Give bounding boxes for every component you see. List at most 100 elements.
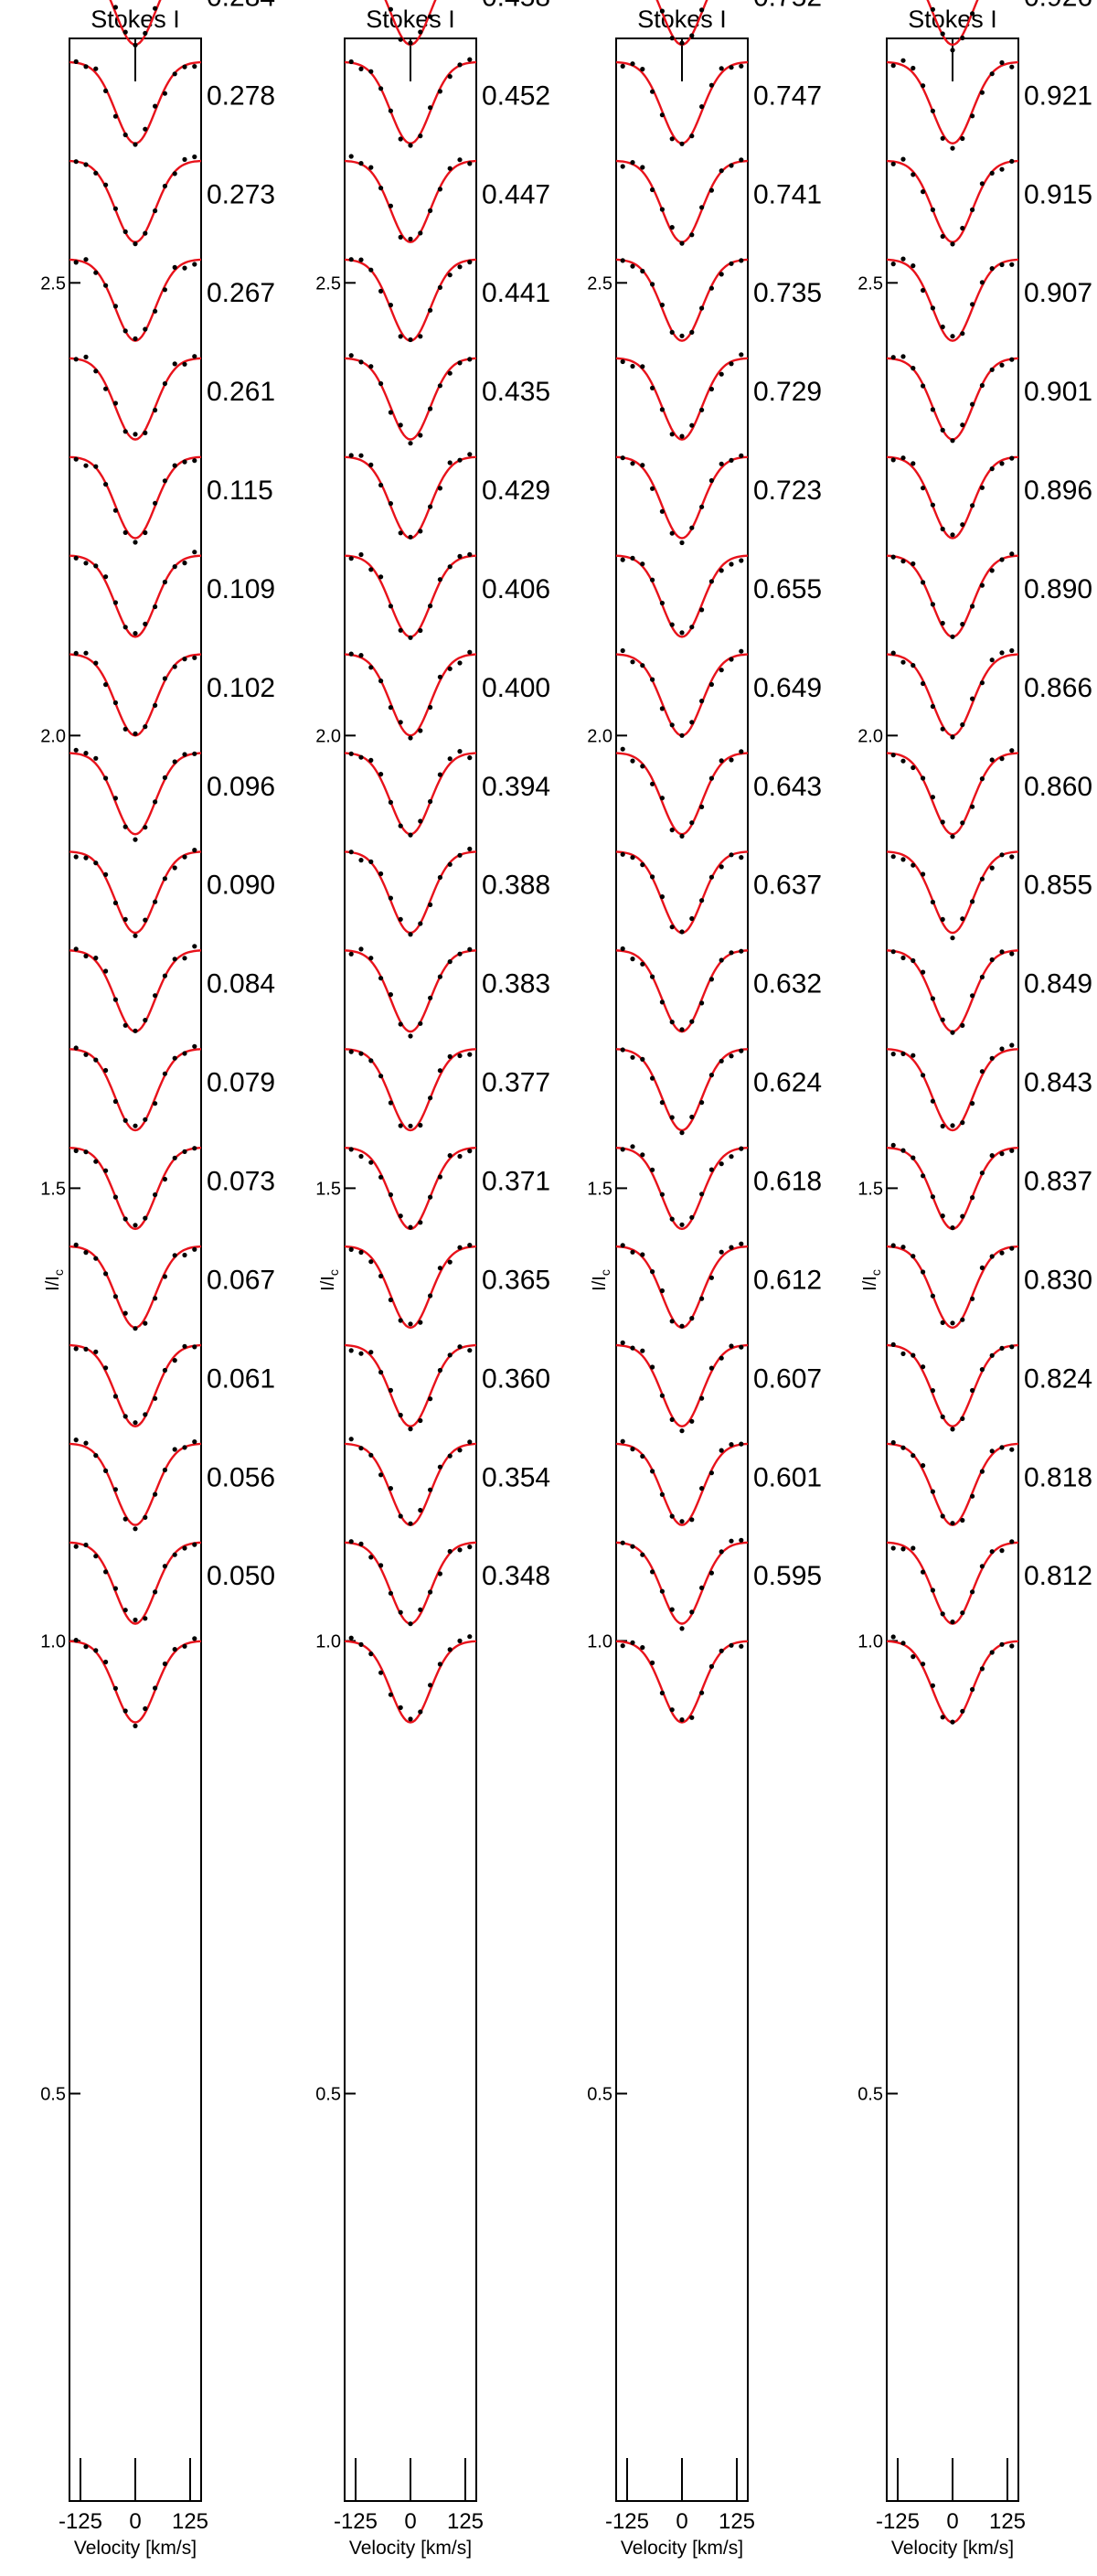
model-profile (69, 1541, 202, 1625)
observed-point (408, 1427, 413, 1432)
observed-point (122, 625, 128, 630)
observed-point (192, 1146, 197, 1151)
model-profile (615, 1343, 749, 1428)
observed-point (708, 1365, 715, 1371)
phase-label: 0.752 (753, 0, 822, 12)
observed-point (669, 1513, 675, 1519)
observed-point (699, 1690, 705, 1695)
observed-point (970, 503, 975, 508)
observed-point (172, 759, 177, 764)
observed-point (950, 1719, 955, 1725)
observed-point (930, 996, 936, 1001)
observed-point (418, 230, 423, 236)
observed-point (950, 1320, 955, 1326)
model-profile (69, 258, 202, 342)
y-axis-label-main: I/I (860, 1276, 880, 1291)
observed-point (729, 1053, 734, 1059)
observed-point (669, 530, 675, 536)
observed-point (979, 1069, 985, 1074)
observed-point (192, 458, 197, 464)
observed-point (73, 854, 79, 860)
observed-point (398, 1123, 403, 1128)
observed-point (739, 1344, 744, 1350)
observed-point (358, 161, 364, 166)
observed-point (699, 504, 705, 509)
observed-point (162, 91, 167, 96)
y-axis-label-main: I/I (318, 1276, 338, 1291)
observed-point (388, 410, 393, 415)
observed-point (162, 973, 167, 978)
phase-label: 0.109 (207, 574, 275, 604)
observed-point (447, 273, 453, 278)
observed-point (408, 337, 413, 343)
observed-point (388, 705, 393, 711)
observed-point (368, 956, 374, 961)
x-tick-label: -125 (334, 2509, 378, 2534)
phase-label: 0.441 (482, 278, 550, 308)
observed-point (719, 1058, 724, 1064)
observed-point (182, 459, 187, 465)
observed-point (358, 1249, 364, 1256)
observed-point (122, 1608, 128, 1613)
observed-point (153, 1395, 158, 1401)
observed-point (358, 1153, 364, 1160)
observed-point (729, 1642, 734, 1648)
observed-point (659, 1100, 666, 1106)
x-tick-label: 0 (404, 2509, 416, 2534)
observed-point (182, 361, 187, 367)
observed-point (358, 66, 364, 71)
observed-point (640, 67, 645, 72)
model-profile (344, 1442, 477, 1526)
observed-point (358, 1541, 364, 1546)
observed-point (437, 1662, 442, 1667)
observed-point (921, 1662, 926, 1667)
phase-label: 0.406 (482, 574, 550, 604)
observed-point (192, 655, 197, 660)
observed-point (940, 1123, 945, 1129)
phase-label: 0.723 (753, 476, 822, 506)
observed-point (729, 65, 734, 70)
observed-point (679, 1626, 685, 1631)
model-profile (344, 554, 477, 638)
observed-point (103, 182, 109, 187)
observed-point (960, 721, 965, 728)
observed-point (620, 1147, 625, 1152)
observed-point (970, 207, 975, 212)
observed-point (133, 1123, 138, 1128)
observed-point (192, 1344, 197, 1350)
observed-point (143, 1117, 148, 1122)
phase-label: 0.601 (753, 1462, 822, 1492)
observed-point (143, 1320, 148, 1326)
observed-point (911, 1053, 916, 1058)
observed-point (890, 355, 896, 360)
observed-point (133, 336, 138, 341)
panel-title: Stokes I (637, 5, 727, 33)
observed-point (437, 1266, 442, 1271)
phase-label: 0.612 (753, 1265, 822, 1295)
observed-point (989, 568, 995, 573)
observed-point (133, 540, 138, 545)
observed-point (650, 874, 655, 880)
observed-point (358, 257, 364, 262)
observed-point (989, 1448, 995, 1454)
observed-point (950, 532, 955, 538)
observed-point (960, 35, 965, 41)
observed-point (358, 653, 364, 658)
observed-point (112, 1487, 118, 1492)
observed-point (679, 1222, 685, 1227)
observed-point (162, 1367, 167, 1374)
phase-label: 0.926 (1024, 0, 1092, 12)
observed-point (630, 363, 635, 369)
phase-label: 0.073 (207, 1167, 275, 1197)
observed-point (1009, 158, 1015, 164)
observed-point (630, 1345, 635, 1351)
observed-point (669, 1319, 675, 1324)
observed-point (153, 702, 158, 709)
observed-point (911, 366, 916, 371)
observed-point (172, 1552, 177, 1557)
x-tick-label: -125 (876, 2509, 920, 2534)
observed-point (408, 441, 413, 446)
observed-point (418, 1607, 423, 1612)
observed-point (708, 386, 715, 392)
observed-point (467, 260, 473, 265)
